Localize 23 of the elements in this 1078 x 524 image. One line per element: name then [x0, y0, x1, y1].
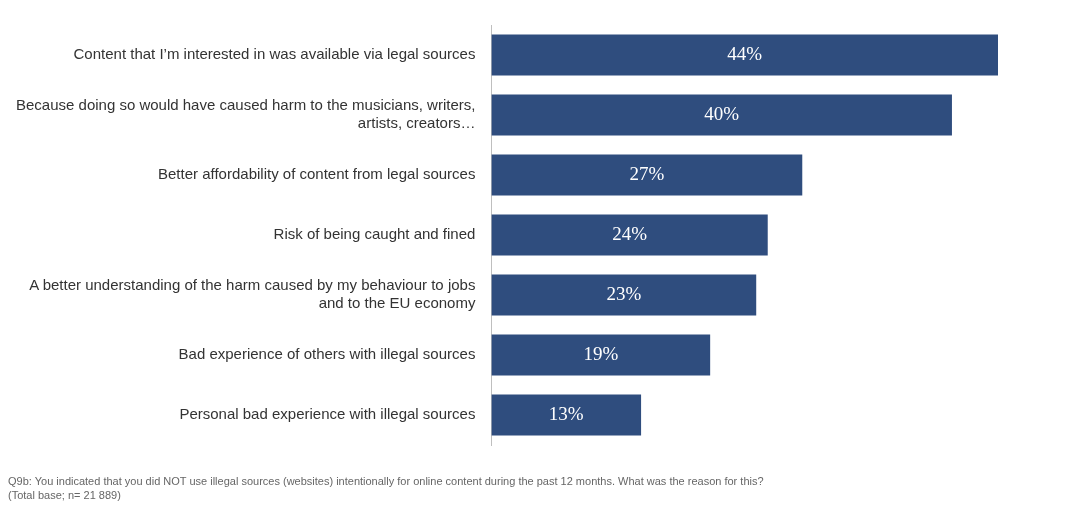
data-label: 40% [704, 102, 740, 124]
data-label: 44% [727, 42, 763, 64]
bar [491, 34, 998, 76]
bar [491, 94, 952, 136]
bar [491, 334, 711, 376]
y-tick-label: Risk of being caught and fined [273, 225, 476, 243]
data-label: 24% [612, 222, 648, 244]
text: (Total base; n= 21 889) [8, 488, 122, 502]
data-label: 23% [606, 282, 642, 304]
data-label: 13% [548, 402, 584, 424]
y-tick-label: Personal bad experience with illegal sources [179, 405, 476, 423]
bar [491, 154, 803, 196]
y-tick-label: A better understanding of the harm caused by my behaviour to jobs and to the EU economy [29, 276, 476, 312]
bar [491, 394, 642, 436]
bar [491, 274, 757, 316]
y-tick-label: Better affordability of content from legal sources [158, 165, 476, 183]
y-tick-label: Content that I’m interested in was available via legal sources [73, 45, 476, 63]
y-tick-label: Because doing so would have caused harm to the musicians, writers, artists, creators… [16, 96, 476, 132]
data-label: 27% [629, 162, 665, 184]
bar [491, 214, 768, 256]
data-label: 19% [583, 342, 619, 364]
y-tick-label: Bad experience of others with illegal sources [178, 345, 476, 363]
text: Q9b: You indicated that you did NOT use illegal sources (websites) intentionally for online content during the past 12 months. What was the reason for this? [8, 474, 764, 488]
